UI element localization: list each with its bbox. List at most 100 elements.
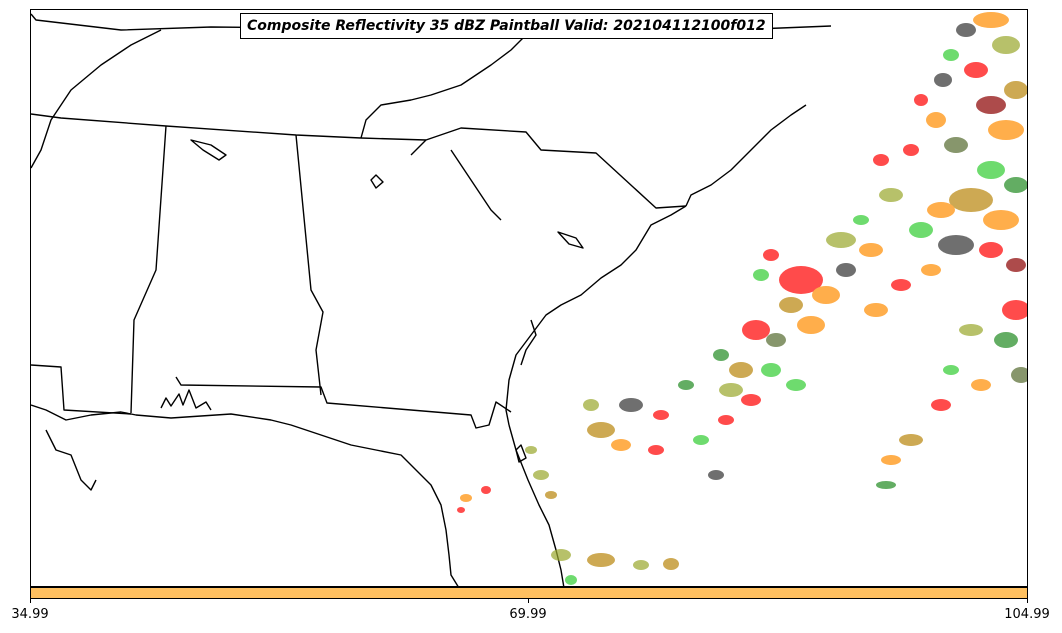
coastline: [31, 29, 162, 169]
colorbar-tick: [528, 599, 529, 603]
storm-blob: [994, 332, 1018, 348]
storm-blob: [949, 188, 993, 212]
storm-blob: [979, 242, 1003, 258]
storm-blob: [653, 410, 669, 420]
storm-blob: [761, 363, 781, 377]
state-border: [31, 113, 427, 141]
coastline-detail: [520, 319, 537, 366]
storm-blob: [619, 398, 643, 412]
storm-blob: [859, 243, 883, 257]
coastline-detail: [45, 429, 97, 491]
storm-blob: [678, 380, 694, 390]
storm-blob: [1002, 300, 1027, 320]
coastline: [360, 29, 532, 139]
storm-blob: [545, 491, 557, 499]
colorbar-tick: [30, 599, 31, 603]
reflectivity-blobs: [457, 12, 1027, 585]
storm-blob: [533, 470, 549, 480]
basemap: [31, 12, 1027, 586]
storm-blob: [718, 415, 734, 425]
storm-blob: [565, 575, 577, 585]
storm-blob: [973, 12, 1009, 28]
storm-blob: [753, 269, 769, 281]
storm-blob: [587, 553, 615, 567]
storm-blob: [921, 264, 941, 276]
coastline-detail: [450, 149, 502, 221]
storm-blob: [708, 470, 724, 480]
storm-blob: [977, 161, 1005, 179]
colorbar-tick-label-mid: 69.99: [509, 607, 547, 622]
storm-blob: [633, 560, 649, 570]
storm-blob: [611, 439, 631, 451]
storm-blob: [881, 455, 901, 465]
storm-blob: [481, 486, 491, 494]
storm-blob: [876, 481, 896, 489]
colorbar: [30, 587, 1028, 599]
storm-blob: [583, 399, 599, 411]
storm-blob: [927, 202, 955, 218]
storm-blob: [551, 549, 571, 561]
storm-blob: [1004, 177, 1027, 193]
storm-blob: [992, 36, 1020, 54]
state-border: [410, 127, 687, 209]
storm-blob: [766, 333, 786, 347]
storm-blob: [460, 494, 472, 502]
lake: [190, 139, 227, 161]
storm-blob: [741, 394, 761, 406]
storm-blob: [873, 154, 889, 166]
colorbar-tick-label-min: 34.99: [11, 607, 49, 622]
storm-blob: [693, 435, 709, 445]
storm-blob: [891, 279, 911, 291]
storm-blob: [931, 399, 951, 411]
lake: [557, 231, 584, 249]
storm-blob: [836, 263, 856, 277]
storm-blob: [826, 232, 856, 248]
storm-blob: [879, 188, 903, 202]
colorbar-tick-label-max: 104.99: [1004, 607, 1050, 622]
coastline: [31, 404, 459, 586]
storm-blob: [956, 23, 976, 37]
storm-blob: [779, 297, 803, 313]
coastline-detail: [160, 389, 212, 411]
storm-blob: [729, 362, 753, 378]
storm-blob: [988, 120, 1024, 140]
storm-blob: [909, 222, 933, 238]
storm-blob: [779, 266, 823, 294]
storm-blob: [976, 96, 1006, 114]
storm-blob: [713, 349, 729, 361]
storm-blob: [1006, 258, 1026, 272]
state-border: [175, 376, 512, 429]
map-panel[interactable]: [30, 9, 1028, 587]
storm-blob: [763, 249, 779, 261]
storm-blob: [983, 210, 1019, 230]
storm-blob: [719, 383, 743, 397]
coastline: [508, 424, 565, 586]
storm-blob: [899, 434, 923, 446]
storm-blob: [812, 286, 840, 304]
storm-blob: [587, 422, 615, 438]
storm-blob: [742, 320, 770, 340]
storm-blob: [914, 94, 928, 106]
storm-blob: [1011, 367, 1027, 383]
storm-blob: [938, 235, 974, 255]
storm-blob: [853, 215, 869, 225]
storm-blob: [944, 137, 968, 153]
storm-blob: [943, 49, 959, 61]
storm-blob: [959, 324, 983, 336]
storm-blob: [971, 379, 991, 391]
state-border: [295, 134, 324, 396]
coastline: [685, 104, 807, 207]
storm-blob: [926, 112, 946, 128]
storm-blob: [943, 365, 959, 375]
storm-blob: [797, 316, 825, 334]
map-title: Composite Reflectivity 35 dBZ Paintball …: [240, 13, 773, 39]
coastline: [505, 205, 687, 426]
storm-blob: [648, 445, 664, 455]
storm-blob: [457, 507, 465, 513]
storm-blob: [934, 73, 952, 87]
lake: [370, 174, 384, 189]
state-border: [31, 364, 132, 415]
state-border: [130, 125, 167, 414]
storm-blob: [964, 62, 988, 78]
